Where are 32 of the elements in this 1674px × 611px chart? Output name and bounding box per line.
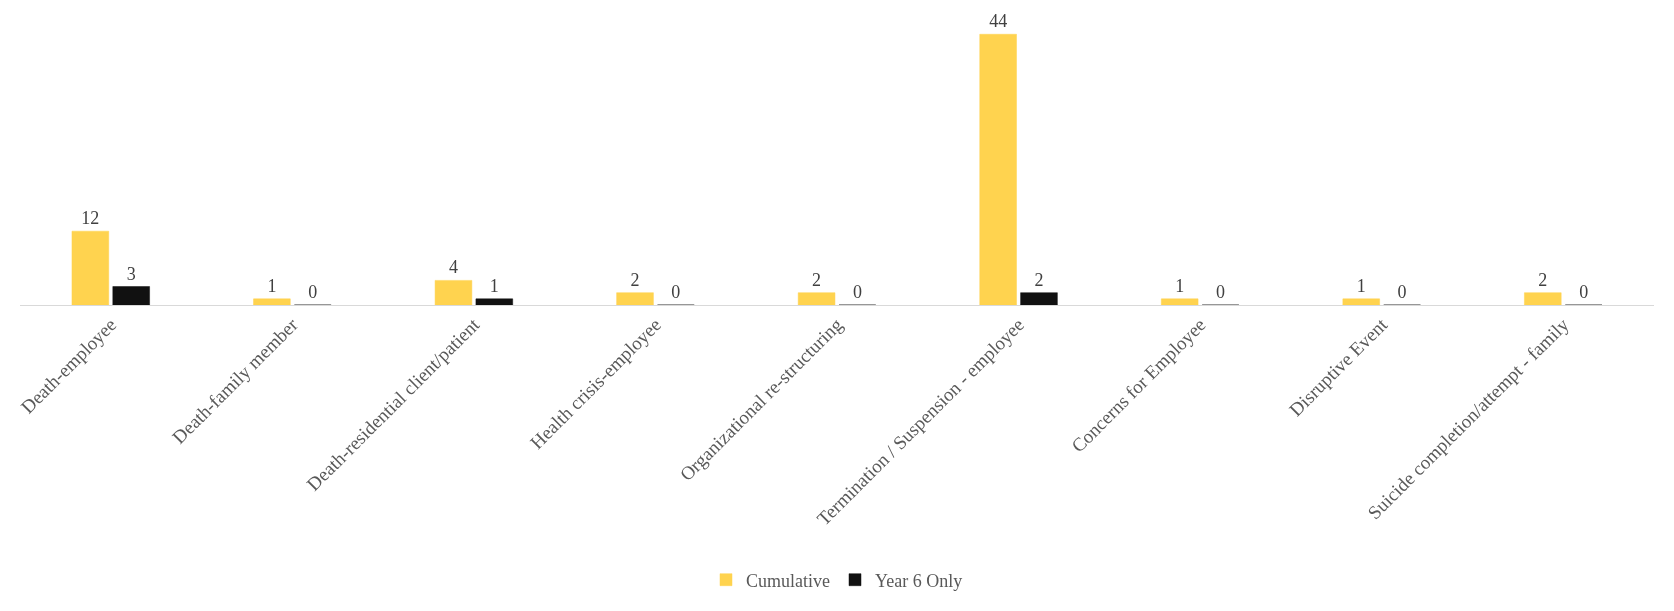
legend-label: Cumulative xyxy=(746,570,830,591)
data-label: 2 xyxy=(630,269,640,290)
data-label: 2 xyxy=(1034,269,1044,290)
bar xyxy=(1161,298,1199,305)
data-label: 0 xyxy=(671,282,681,302)
bar xyxy=(253,298,291,305)
data-label: 0 xyxy=(852,282,862,302)
data-label: 0 xyxy=(1397,282,1407,302)
legend-label: Year 6 Only xyxy=(875,570,963,591)
bar xyxy=(797,292,836,305)
bar xyxy=(475,298,513,305)
data-label: 1 xyxy=(489,275,499,296)
data-label: 12 xyxy=(81,208,100,229)
bar xyxy=(1020,292,1058,305)
bar xyxy=(71,230,109,305)
data-label: 3 xyxy=(126,263,136,284)
bar xyxy=(434,280,473,305)
bar xyxy=(1342,298,1380,305)
data-label: 44 xyxy=(989,11,1008,32)
bar xyxy=(979,34,1017,305)
data-label: 1 xyxy=(267,275,277,296)
data-label: 1 xyxy=(1175,275,1185,296)
data-label: 0 xyxy=(1216,282,1226,302)
data-label: 0 xyxy=(1579,282,1589,302)
data-label: 2 xyxy=(1538,269,1548,290)
data-label: 0 xyxy=(308,282,318,302)
bar xyxy=(112,286,150,305)
bar xyxy=(1524,292,1562,305)
data-label: 2 xyxy=(812,269,822,290)
data-label: 1 xyxy=(1356,275,1366,296)
data-label: 4 xyxy=(448,257,458,278)
bar xyxy=(616,292,654,305)
